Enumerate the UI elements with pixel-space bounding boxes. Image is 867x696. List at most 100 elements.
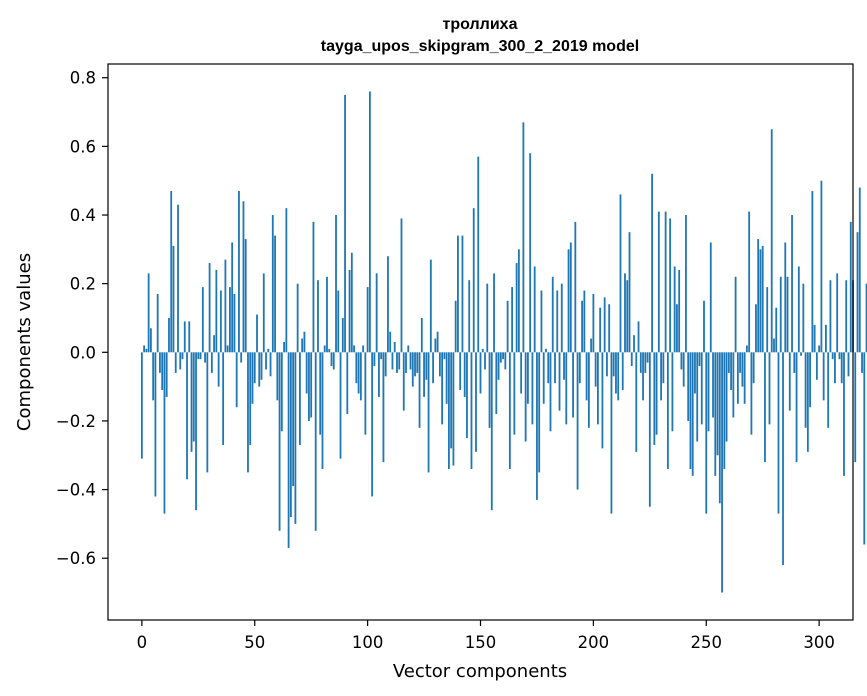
bar <box>599 307 602 353</box>
bar <box>190 352 193 452</box>
bar <box>368 91 371 353</box>
bar <box>278 352 281 531</box>
bar <box>326 276 328 353</box>
bar <box>287 352 290 548</box>
bar <box>274 235 276 353</box>
bar <box>716 352 719 456</box>
bar <box>732 352 735 418</box>
bar <box>843 352 845 476</box>
bar <box>310 352 313 418</box>
bar <box>436 331 439 353</box>
bar <box>400 218 403 353</box>
bar <box>210 352 213 373</box>
bar <box>165 352 168 397</box>
bar <box>308 352 310 421</box>
bar <box>450 352 453 449</box>
bar <box>335 215 337 353</box>
bar <box>834 352 836 384</box>
bar <box>249 352 252 445</box>
bar <box>244 239 247 353</box>
bar <box>416 352 419 373</box>
bar <box>192 352 195 442</box>
bar <box>317 280 319 353</box>
bar <box>271 215 274 353</box>
bar <box>644 352 647 373</box>
bar <box>596 352 599 425</box>
x-tick-label: 300 <box>803 633 835 652</box>
bar <box>565 352 568 425</box>
bar <box>375 273 378 353</box>
bar <box>233 293 236 353</box>
bar <box>407 345 410 353</box>
bar <box>800 352 802 356</box>
bar <box>280 352 283 432</box>
bar <box>730 352 732 391</box>
bar <box>836 273 839 353</box>
bar <box>581 300 583 353</box>
bar <box>170 190 173 353</box>
bar <box>181 352 184 360</box>
bar <box>721 352 723 593</box>
bar <box>865 283 867 353</box>
bar <box>669 218 672 353</box>
x-tick-label: 250 <box>691 633 723 652</box>
bar <box>276 352 279 401</box>
bar <box>854 352 857 463</box>
bar <box>522 122 525 353</box>
bar <box>786 276 789 353</box>
bar <box>806 352 809 452</box>
bar <box>328 348 331 353</box>
bar <box>323 345 326 353</box>
bar <box>549 352 552 432</box>
bar <box>750 352 753 435</box>
bar <box>197 352 200 360</box>
bar <box>499 352 502 363</box>
bar <box>615 352 617 394</box>
bar <box>168 317 170 353</box>
bar <box>536 352 538 500</box>
bar <box>382 352 385 463</box>
bar <box>378 352 380 397</box>
bar <box>177 204 179 353</box>
bar <box>438 352 441 377</box>
bar <box>782 352 784 566</box>
bar <box>265 352 267 370</box>
bar <box>745 345 748 353</box>
bar <box>847 352 850 377</box>
bar <box>601 352 604 449</box>
bar <box>529 153 532 353</box>
bar <box>624 273 626 353</box>
bar <box>761 245 764 353</box>
y-tick-label: 0.4 <box>70 206 96 225</box>
bar <box>820 180 823 353</box>
bar <box>199 352 202 360</box>
bar <box>330 352 333 367</box>
bar <box>527 352 529 404</box>
bar <box>423 352 425 397</box>
bar <box>696 352 699 442</box>
bar <box>497 352 500 380</box>
bar <box>454 300 457 353</box>
chart-title: троллиха <box>443 16 518 33</box>
bar <box>260 352 263 380</box>
bar <box>653 352 656 445</box>
bar <box>764 352 766 463</box>
x-axis-label: Vector components <box>393 661 567 682</box>
bar <box>457 235 459 353</box>
bar <box>443 352 446 360</box>
bar <box>258 352 261 387</box>
bar <box>495 352 498 415</box>
bar <box>201 287 204 353</box>
bar <box>770 129 773 353</box>
bar <box>493 273 495 353</box>
bar <box>822 352 825 401</box>
bar <box>712 352 714 418</box>
bar <box>362 345 365 353</box>
bar <box>296 283 299 353</box>
bar <box>373 352 376 367</box>
bar <box>793 352 796 373</box>
bar <box>759 249 762 353</box>
bar <box>551 276 554 353</box>
bar <box>520 352 523 394</box>
bar <box>161 352 164 391</box>
